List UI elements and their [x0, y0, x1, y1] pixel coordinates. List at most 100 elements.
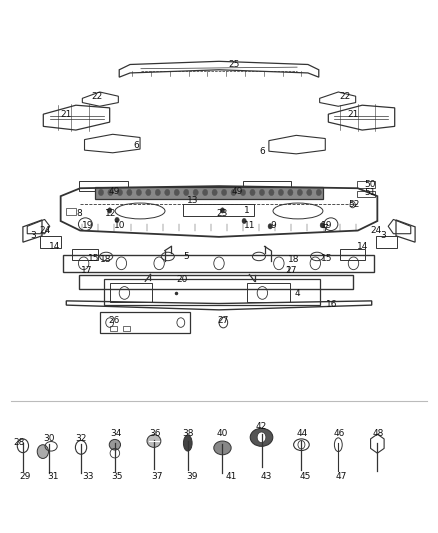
Circle shape	[307, 189, 312, 196]
Text: 28: 28	[13, 438, 24, 447]
Text: 14: 14	[357, 242, 369, 251]
Text: 7: 7	[322, 224, 328, 233]
Text: 17: 17	[286, 266, 298, 274]
Circle shape	[268, 224, 272, 229]
Text: 2: 2	[286, 266, 291, 275]
Text: 23: 23	[217, 209, 228, 218]
Ellipse shape	[147, 435, 161, 447]
Circle shape	[257, 432, 266, 442]
Text: 49: 49	[232, 187, 243, 196]
Bar	[79, 275, 353, 289]
Ellipse shape	[184, 435, 192, 451]
Text: 33: 33	[82, 472, 94, 481]
Circle shape	[108, 189, 113, 196]
Circle shape	[316, 189, 321, 196]
Circle shape	[184, 189, 189, 196]
Circle shape	[202, 189, 208, 196]
Text: 9: 9	[270, 221, 276, 230]
Circle shape	[136, 189, 141, 196]
Text: 47: 47	[336, 472, 347, 481]
Text: 21: 21	[60, 110, 72, 119]
Text: 26: 26	[108, 316, 120, 325]
Text: 15: 15	[321, 254, 332, 263]
Bar	[66, 208, 76, 215]
Circle shape	[259, 189, 265, 196]
Text: 21: 21	[347, 110, 358, 119]
Bar	[184, 204, 254, 216]
Text: 19: 19	[321, 221, 332, 230]
Bar	[72, 249, 98, 260]
Text: 5: 5	[184, 253, 189, 262]
Bar	[247, 284, 290, 302]
Text: 15: 15	[88, 254, 100, 263]
Circle shape	[278, 189, 283, 196]
Text: 48: 48	[373, 429, 384, 438]
Circle shape	[99, 189, 104, 196]
Bar	[40, 236, 61, 248]
Bar	[79, 181, 128, 191]
Text: 34: 34	[110, 429, 121, 438]
Text: 10: 10	[113, 221, 125, 230]
Text: 39: 39	[186, 472, 198, 481]
Text: 41: 41	[226, 472, 237, 481]
Circle shape	[193, 189, 198, 196]
Text: 18: 18	[99, 255, 111, 264]
Ellipse shape	[109, 439, 120, 450]
Text: 36: 36	[149, 429, 161, 438]
Text: 17: 17	[81, 266, 92, 274]
Text: 43: 43	[260, 472, 272, 481]
Bar	[95, 187, 323, 199]
Bar	[243, 181, 291, 191]
Circle shape	[231, 189, 236, 196]
Circle shape	[242, 219, 246, 224]
Bar	[110, 284, 152, 302]
Bar	[357, 181, 375, 188]
Text: 13: 13	[187, 196, 199, 205]
Text: 44: 44	[297, 429, 308, 438]
Text: 1: 1	[244, 206, 250, 215]
Text: 45: 45	[299, 472, 311, 481]
Text: 40: 40	[217, 429, 228, 438]
Bar	[63, 255, 374, 272]
Ellipse shape	[214, 441, 231, 455]
Circle shape	[240, 189, 246, 196]
Text: 22: 22	[339, 92, 350, 101]
Circle shape	[220, 208, 225, 213]
Circle shape	[107, 208, 112, 213]
Text: 19: 19	[82, 221, 94, 230]
Circle shape	[146, 189, 151, 196]
Text: 20: 20	[177, 275, 188, 284]
Text: 49: 49	[108, 187, 120, 196]
Bar	[100, 312, 190, 333]
Bar	[110, 326, 117, 331]
Text: 29: 29	[19, 472, 30, 481]
Text: 12: 12	[105, 209, 116, 218]
Circle shape	[127, 189, 132, 196]
Text: 22: 22	[91, 92, 102, 101]
Text: 37: 37	[152, 472, 163, 481]
Text: 11: 11	[244, 221, 255, 230]
Text: 31: 31	[48, 472, 59, 481]
Text: 30: 30	[43, 434, 55, 443]
Circle shape	[212, 189, 217, 196]
Circle shape	[250, 189, 255, 196]
Circle shape	[155, 189, 160, 196]
Bar	[339, 249, 365, 260]
Text: 24: 24	[371, 226, 381, 235]
Circle shape	[288, 189, 293, 196]
Bar	[357, 191, 375, 197]
Text: 24: 24	[40, 226, 51, 235]
Text: 52: 52	[349, 199, 360, 208]
Circle shape	[117, 189, 123, 196]
Text: 6: 6	[259, 147, 265, 156]
Circle shape	[165, 189, 170, 196]
Text: 32: 32	[75, 434, 87, 443]
Text: 51: 51	[364, 188, 376, 197]
Text: 35: 35	[111, 472, 123, 481]
Ellipse shape	[250, 429, 273, 446]
Text: 6: 6	[134, 141, 139, 150]
Text: 16: 16	[326, 300, 338, 309]
Text: 3: 3	[380, 231, 386, 240]
Bar	[123, 326, 131, 331]
Text: 14: 14	[49, 242, 61, 251]
